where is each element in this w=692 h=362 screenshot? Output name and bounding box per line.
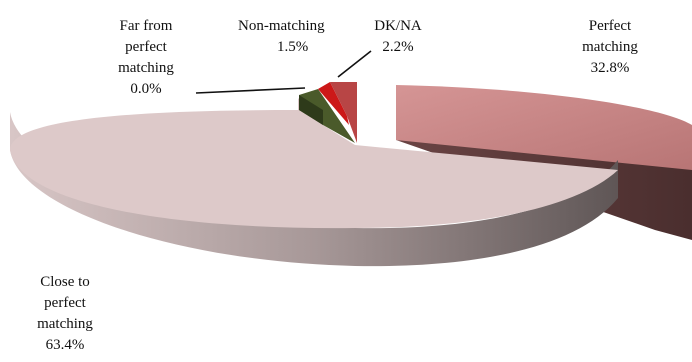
slice-perfect-matching-side [396, 85, 692, 240]
label-far-from-perfect-line2: perfect [125, 39, 167, 55]
slice-perfect-matching [396, 85, 692, 240]
label-dk-na-value: 2.2% [382, 39, 414, 55]
label-close-to-perfect-line1: Close to [40, 274, 90, 290]
leader-dk-na [337, 50, 372, 78]
label-non-matching-name: Non-matching [238, 18, 325, 34]
label-far-from-perfect-line3: matching [118, 60, 174, 76]
label-dk-na-name: DK/NA [374, 18, 422, 34]
leader-far-from-perfect [195, 87, 306, 94]
label-far-from-perfect-line1: Far from [119, 18, 173, 34]
slice-close-to-perfect-side [10, 112, 618, 267]
label-perfect-matching: Perfect matching 32.8% [570, 16, 650, 79]
slice-far-from-perfect [299, 89, 355, 143]
slice-close-to-perfect-top [10, 98, 618, 229]
slice-far-from-perfect-side [299, 95, 323, 125]
label-close-to-perfect-value: 63.4% [45, 337, 85, 353]
label-non-matching: Non-matching 1.5% [238, 16, 358, 58]
slice-non-matching [318, 82, 349, 125]
slice-dk-na [330, 82, 357, 143]
label-non-matching-value: 1.5% [277, 39, 309, 55]
label-close-to-perfect: Close to perfect matching 63.4% [14, 272, 116, 356]
label-dk-na: DK/NA 2.2% [368, 16, 428, 58]
label-close-to-perfect-line2: perfect [44, 295, 86, 311]
slice-far-from-perfect-shape [299, 89, 355, 143]
label-far-from-perfect-value: 0.0% [130, 81, 162, 97]
label-perfect-matching-line1: Perfect [588, 18, 632, 34]
label-close-to-perfect-line3: matching [37, 316, 93, 332]
slice-dk-na-shape [330, 82, 357, 143]
label-perfect-matching-value: 32.8% [590, 60, 630, 76]
slice-perfect-matching-top [396, 85, 692, 170]
label-perfect-matching-line2: matching [582, 39, 638, 55]
label-far-from-perfect: Far from perfect matching 0.0% [100, 16, 192, 100]
slice-non-matching-shape [318, 82, 349, 125]
slice-close-to-perfect [10, 98, 618, 267]
